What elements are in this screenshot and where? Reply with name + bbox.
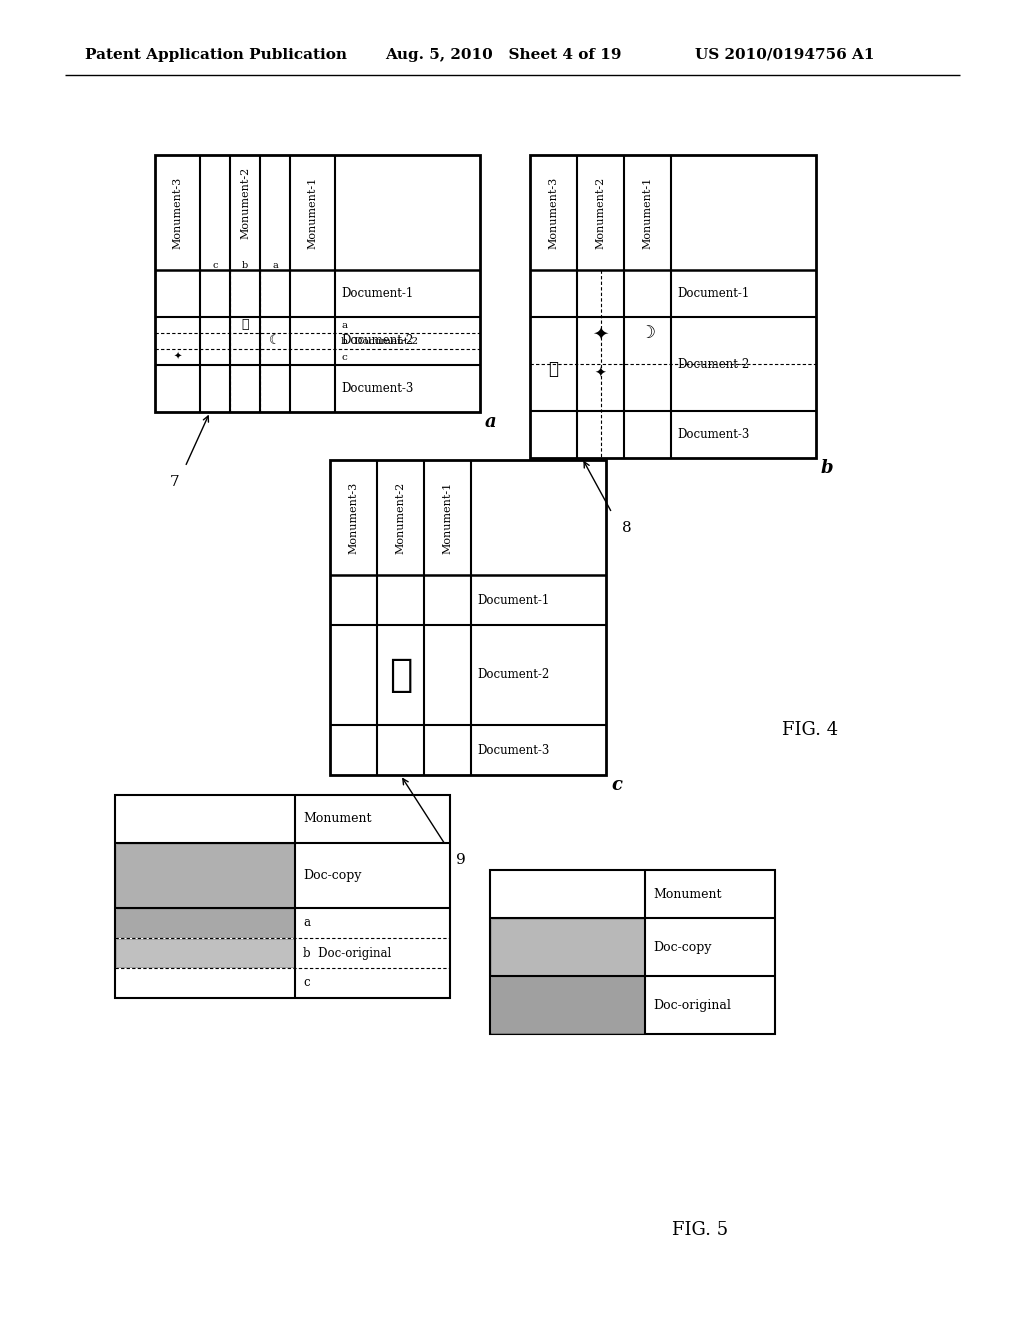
- Text: c: c: [611, 776, 622, 795]
- Bar: [530, 154, 816, 458]
- Text: ☽: ☽: [639, 325, 655, 342]
- Text: Monument: Monument: [653, 887, 722, 900]
- Text: Monument-2: Monument-2: [395, 482, 406, 553]
- Bar: [116, 909, 294, 937]
- Text: Document-2: Document-2: [341, 334, 414, 347]
- Text: 8: 8: [623, 521, 632, 535]
- Text: b  Document-2: b Document-2: [341, 337, 418, 346]
- Text: Monument-3: Monument-3: [172, 177, 182, 248]
- Bar: [490, 977, 644, 1034]
- Text: ✦: ✦: [592, 323, 608, 343]
- Text: Doc-original: Doc-original: [653, 998, 731, 1011]
- Text: b  Doc-original: b Doc-original: [303, 946, 391, 960]
- Text: Monument-2: Monument-2: [596, 177, 605, 248]
- Text: Monument-1: Monument-1: [642, 177, 652, 248]
- Text: Aug. 5, 2010   Sheet 4 of 19: Aug. 5, 2010 Sheet 4 of 19: [385, 48, 622, 62]
- Text: ☾: ☾: [269, 334, 281, 347]
- Text: a: a: [485, 413, 497, 432]
- Text: b: b: [242, 260, 248, 269]
- Text: ✦: ✦: [595, 367, 606, 380]
- Text: a: a: [303, 916, 310, 929]
- Text: ✦: ✦: [173, 352, 181, 362]
- Text: c: c: [341, 352, 347, 362]
- Text: 9: 9: [456, 853, 465, 867]
- Text: Doc-copy: Doc-copy: [653, 940, 712, 953]
- Text: c: c: [303, 977, 309, 990]
- Text: 🐗: 🐗: [389, 656, 413, 694]
- Bar: [490, 919, 644, 975]
- Text: US 2010/0194756 A1: US 2010/0194756 A1: [695, 48, 874, 62]
- Text: Document-2: Document-2: [677, 358, 750, 371]
- Text: Monument-3: Monument-3: [348, 482, 358, 553]
- Bar: [330, 459, 606, 775]
- Text: FIG. 4: FIG. 4: [782, 721, 838, 739]
- Text: Document-3: Document-3: [341, 381, 414, 395]
- Text: Document-1: Document-1: [677, 286, 750, 300]
- Text: Document-3: Document-3: [477, 743, 549, 756]
- Text: a: a: [272, 260, 278, 269]
- Bar: [490, 870, 775, 1034]
- Text: b: b: [821, 459, 834, 477]
- Text: Document-1: Document-1: [477, 594, 549, 606]
- Text: FIG. 5: FIG. 5: [672, 1221, 728, 1239]
- Text: Document-2: Document-2: [477, 668, 549, 681]
- Text: 7: 7: [170, 475, 180, 488]
- Text: Monument-1: Monument-1: [307, 177, 317, 248]
- Text: Doc-copy: Doc-copy: [303, 869, 361, 882]
- Bar: [155, 154, 480, 412]
- Bar: [116, 939, 294, 968]
- Bar: [115, 795, 450, 998]
- Text: ⛤: ⛤: [242, 318, 249, 331]
- Text: Monument: Monument: [303, 813, 372, 825]
- Text: ⛤: ⛤: [549, 360, 558, 378]
- Bar: [116, 843, 294, 907]
- Text: a: a: [341, 321, 347, 330]
- Text: Monument-2: Monument-2: [240, 166, 250, 239]
- Text: Document-1: Document-1: [341, 286, 414, 300]
- Text: Monument-3: Monument-3: [549, 177, 558, 248]
- Text: Document-3: Document-3: [677, 428, 750, 441]
- Text: c: c: [212, 260, 218, 269]
- Text: Monument-1: Monument-1: [442, 482, 453, 553]
- Text: Patent Application Publication: Patent Application Publication: [85, 48, 347, 62]
